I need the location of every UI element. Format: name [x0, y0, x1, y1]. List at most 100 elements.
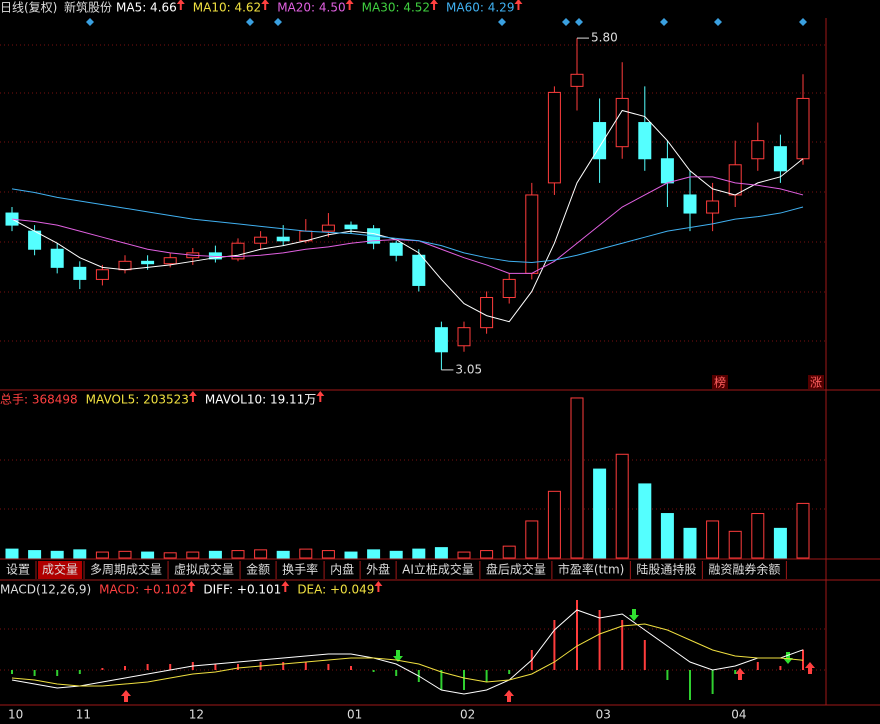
candle-body: [547, 91, 561, 184]
volume-bar: [28, 550, 42, 559]
tab[interactable]: AI立桩成交量: [398, 561, 481, 579]
volume-bar: [299, 548, 313, 559]
volume-bar: [660, 513, 674, 559]
volume-bar: [457, 551, 471, 559]
tab[interactable]: 换手率: [278, 561, 325, 579]
frame: [0, 18, 880, 706]
tab[interactable]: 外盘: [362, 561, 397, 579]
tab-label: 换手率: [282, 562, 318, 577]
candle-body: [321, 224, 335, 232]
up-arrow: [261, 0, 270, 10]
tab-label: 虚拟成交量: [174, 562, 234, 577]
volume-bar: [186, 551, 200, 559]
candle-body: [706, 200, 720, 214]
volume-bar: [276, 550, 290, 559]
x-tick-label: 01: [347, 708, 362, 722]
candle-body: [276, 236, 290, 242]
tab[interactable]: 盘后成交量: [481, 561, 553, 579]
up-arrow: [316, 391, 325, 402]
legend-entry: MA60: 4.29: [446, 1, 514, 15]
stock-name: 新筑股份: [64, 0, 112, 15]
tab[interactable]: 内盘: [326, 561, 361, 579]
candle-body: [570, 73, 584, 87]
tab-label: AI立桩成交量: [402, 562, 474, 577]
annotation: 3.05: [455, 362, 482, 376]
volume-bar: [570, 397, 584, 559]
volume-bar: [638, 483, 652, 559]
tab-bg: [38, 561, 83, 579]
volume-bar: [344, 551, 358, 559]
tab-label: 成交量: [42, 562, 78, 577]
candle-body: [660, 158, 674, 184]
tab[interactable]: 设置: [2, 561, 37, 579]
tab[interactable]: 成交量: [38, 561, 85, 579]
macd-line: [11, 609, 804, 695]
annotation: 5.80: [591, 31, 618, 45]
legend-entry: MA5: 4.66: [116, 1, 177, 15]
badge-bg: [712, 375, 728, 389]
candle-body: [728, 164, 742, 196]
badge: 涨: [810, 375, 822, 390]
volume-bar: [389, 550, 403, 559]
volume-bar: [751, 513, 765, 559]
volume-bar: [525, 520, 539, 559]
tab[interactable]: 多周期成交量: [86, 561, 169, 579]
volume-bar: [95, 551, 109, 559]
badge-bg: [808, 375, 824, 389]
candle-body: [480, 297, 494, 329]
candle-body: [163, 257, 177, 265]
candle-body: [141, 260, 155, 265]
tab[interactable]: 金额: [242, 561, 277, 579]
tab[interactable]: 虚拟成交量: [170, 561, 241, 579]
tab[interactable]: 陆股通持股: [632, 561, 703, 579]
volume-bar: [231, 550, 245, 559]
candle-body: [796, 97, 810, 160]
tab-label: 金额: [246, 562, 270, 577]
volume-bar: [254, 549, 268, 559]
volume-bar: [706, 520, 720, 559]
legend-entry: DIFF: +0.101: [203, 583, 281, 597]
tab-label: 多周期成交量: [90, 562, 162, 577]
volume-bar: [412, 548, 426, 559]
macd-signals: [121, 609, 815, 702]
candle-body: [412, 254, 426, 286]
candle-body: [95, 269, 109, 280]
volume-bar: [683, 527, 697, 559]
tab[interactable]: 融资融券余额: [704, 561, 787, 579]
tab-label: 盘后成交量: [486, 562, 546, 577]
candle-body: [389, 242, 403, 256]
volume-bar: [367, 549, 381, 559]
legend-entry: MA20: 4.50: [277, 1, 345, 15]
legend-entry: MAVOL5: 203523: [86, 393, 189, 407]
volume-bar: [480, 550, 494, 559]
tab-label: 融资融券余额: [708, 562, 780, 577]
volume-bar: [502, 545, 516, 559]
tab-bg: [704, 561, 785, 579]
legend-entry: MA30: 4.52: [362, 1, 430, 15]
legend-entry: MACD: +0.102: [99, 583, 187, 597]
volume-bar: [5, 548, 19, 559]
legend-entry: MAVOL10: 19.11万: [205, 393, 316, 407]
tab-bg: [242, 561, 275, 579]
tab[interactable]: 市盈率(ttm): [553, 561, 631, 579]
volume-bar: [773, 527, 787, 559]
volume-bar: [141, 551, 155, 559]
x-tick-label: 11: [76, 708, 91, 722]
up-arrow: [430, 0, 439, 10]
candle-body: [638, 122, 652, 160]
tab-bg: [278, 561, 323, 579]
candle-body: [118, 260, 132, 271]
volume-bar: [615, 453, 629, 559]
ma-line: [11, 176, 804, 274]
up-arrow: [176, 0, 185, 10]
tab-label: 市盈率(ttm): [558, 562, 624, 577]
volume-bar: [593, 468, 607, 559]
chart-title: 日线(复权): [0, 1, 57, 15]
tab-label: 陆股通持股: [636, 562, 696, 577]
ma-line: [11, 109, 804, 323]
volume-bar: [50, 550, 64, 559]
volume-bar: [208, 550, 222, 559]
ma-line: [11, 188, 804, 264]
